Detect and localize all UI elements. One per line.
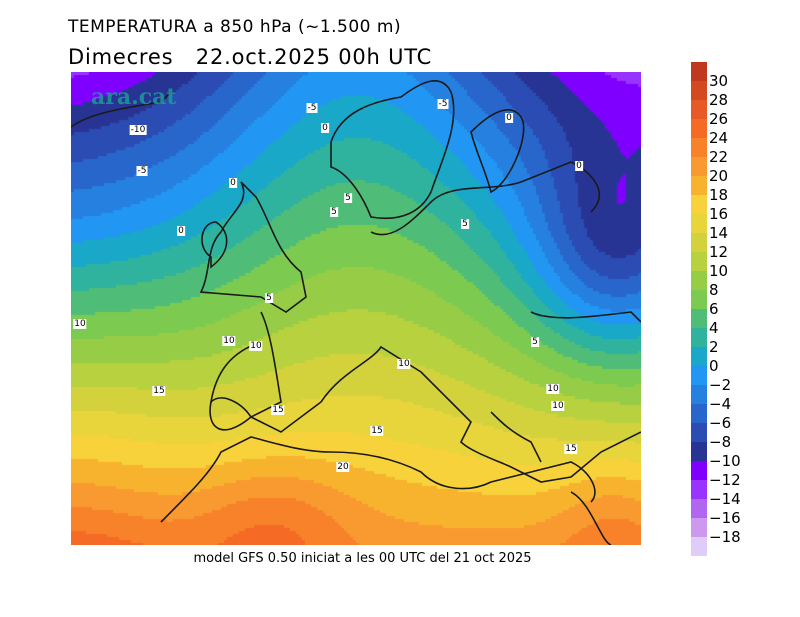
- contour-label: 10: [551, 401, 565, 411]
- colorbar-label: 14: [709, 224, 729, 242]
- colorbar-swatch: [691, 328, 707, 347]
- colorbar-swatch: [691, 423, 707, 442]
- colorbar-swatch: [691, 271, 707, 290]
- contour-label: 10: [397, 359, 411, 369]
- colorbar-swatch: [691, 176, 707, 195]
- colorbar-label: 30: [709, 72, 729, 90]
- temperature-field: [71, 72, 641, 545]
- contour-label: 0: [575, 161, 583, 171]
- contour-label: 15: [152, 386, 166, 396]
- colorbar-label: 2: [709, 338, 719, 356]
- contour-label: 15: [370, 426, 384, 436]
- map-subtitle: Dimecres 22.oct.2025 00h UTC: [68, 45, 433, 69]
- colorbar-label: −8: [709, 433, 732, 451]
- contour-label: -5: [136, 166, 148, 176]
- colorbar-swatch: [691, 252, 707, 271]
- contour-label: 20: [336, 462, 350, 472]
- colorbar-swatch: [691, 100, 707, 119]
- contour-label: -5: [306, 103, 318, 113]
- colorbar-label: −10: [709, 452, 741, 470]
- colorbar-label: 28: [709, 91, 729, 109]
- colorbar-swatch: [691, 404, 707, 423]
- colorbar: [691, 62, 707, 556]
- ara-cat-logo: ara.cat: [91, 84, 177, 110]
- contour-label: 5: [265, 293, 273, 303]
- contour-label: -5: [437, 99, 449, 109]
- colorbar-label: −16: [709, 509, 741, 527]
- colorbar-label: 24: [709, 129, 729, 147]
- contour-label: -10: [129, 125, 147, 135]
- contour-label: 10: [73, 319, 87, 329]
- colorbar-label: −2: [709, 376, 732, 394]
- colorbar-swatch: [691, 442, 707, 461]
- colorbar-label: 22: [709, 148, 729, 166]
- contour-label: 0: [229, 178, 237, 188]
- contour-label: 0: [321, 123, 329, 133]
- contour-label: 10: [222, 336, 236, 346]
- colorbar-label: 0: [709, 357, 719, 375]
- colorbar-swatch: [691, 138, 707, 157]
- contour-label: 0: [177, 226, 185, 236]
- colorbar-label: −6: [709, 414, 732, 432]
- contour-label: 10: [249, 341, 263, 351]
- colorbar-swatch: [691, 499, 707, 518]
- map-title: TEMPERATURA a 850 hPa (~1.500 m): [68, 17, 402, 37]
- contour-label: 15: [564, 444, 578, 454]
- colorbar-label: 26: [709, 110, 729, 128]
- contour-label: 10: [546, 384, 560, 394]
- colorbar-label: 6: [709, 300, 719, 318]
- colorbar-label: 20: [709, 167, 729, 185]
- colorbar-label: 12: [709, 243, 729, 261]
- colorbar-swatch: [691, 195, 707, 214]
- model-run-caption: model GFS 0.50 iniciat a les 00 UTC del …: [193, 551, 532, 566]
- colorbar-label: 16: [709, 205, 729, 223]
- coastlines: [71, 80, 641, 545]
- colorbar-swatch: [691, 480, 707, 499]
- colorbar-swatch: [691, 518, 707, 537]
- colorbar-swatch: [691, 366, 707, 385]
- colorbar-label: −18: [709, 528, 741, 546]
- colorbar-swatch: [691, 347, 707, 366]
- contour-label: 0: [505, 113, 513, 123]
- colorbar-label: 4: [709, 319, 719, 337]
- temperature-map: ara.cat -5 -5 -10 0 0 -5 0 0 5 5 0 5 5 10 10 10 5 10 15 10 1…: [71, 72, 641, 545]
- colorbar-label: −14: [709, 490, 741, 508]
- colorbar-swatch: [691, 290, 707, 309]
- colorbar-swatch: [691, 214, 707, 233]
- colorbar-swatch: [691, 157, 707, 176]
- colorbar-swatch: [691, 461, 707, 480]
- colorbar-swatch: [691, 233, 707, 252]
- colorbar-label: 18: [709, 186, 729, 204]
- colorbar-swatch: [691, 537, 707, 556]
- colorbar-swatch: [691, 385, 707, 404]
- contour-label: 5: [531, 337, 539, 347]
- contour-label: 5: [344, 193, 352, 203]
- contour-label: 5: [461, 219, 469, 229]
- colorbar-swatch: [691, 119, 707, 138]
- colorbar-label: 8: [709, 281, 719, 299]
- colorbar-label: −12: [709, 471, 741, 489]
- colorbar-swatch: [691, 309, 707, 328]
- colorbar-label: 10: [709, 262, 729, 280]
- colorbar-swatch: [691, 62, 707, 81]
- colorbar-label: −4: [709, 395, 732, 413]
- contour-label: 5: [330, 207, 338, 217]
- contour-label: 15: [271, 405, 285, 415]
- colorbar-swatch: [691, 81, 707, 100]
